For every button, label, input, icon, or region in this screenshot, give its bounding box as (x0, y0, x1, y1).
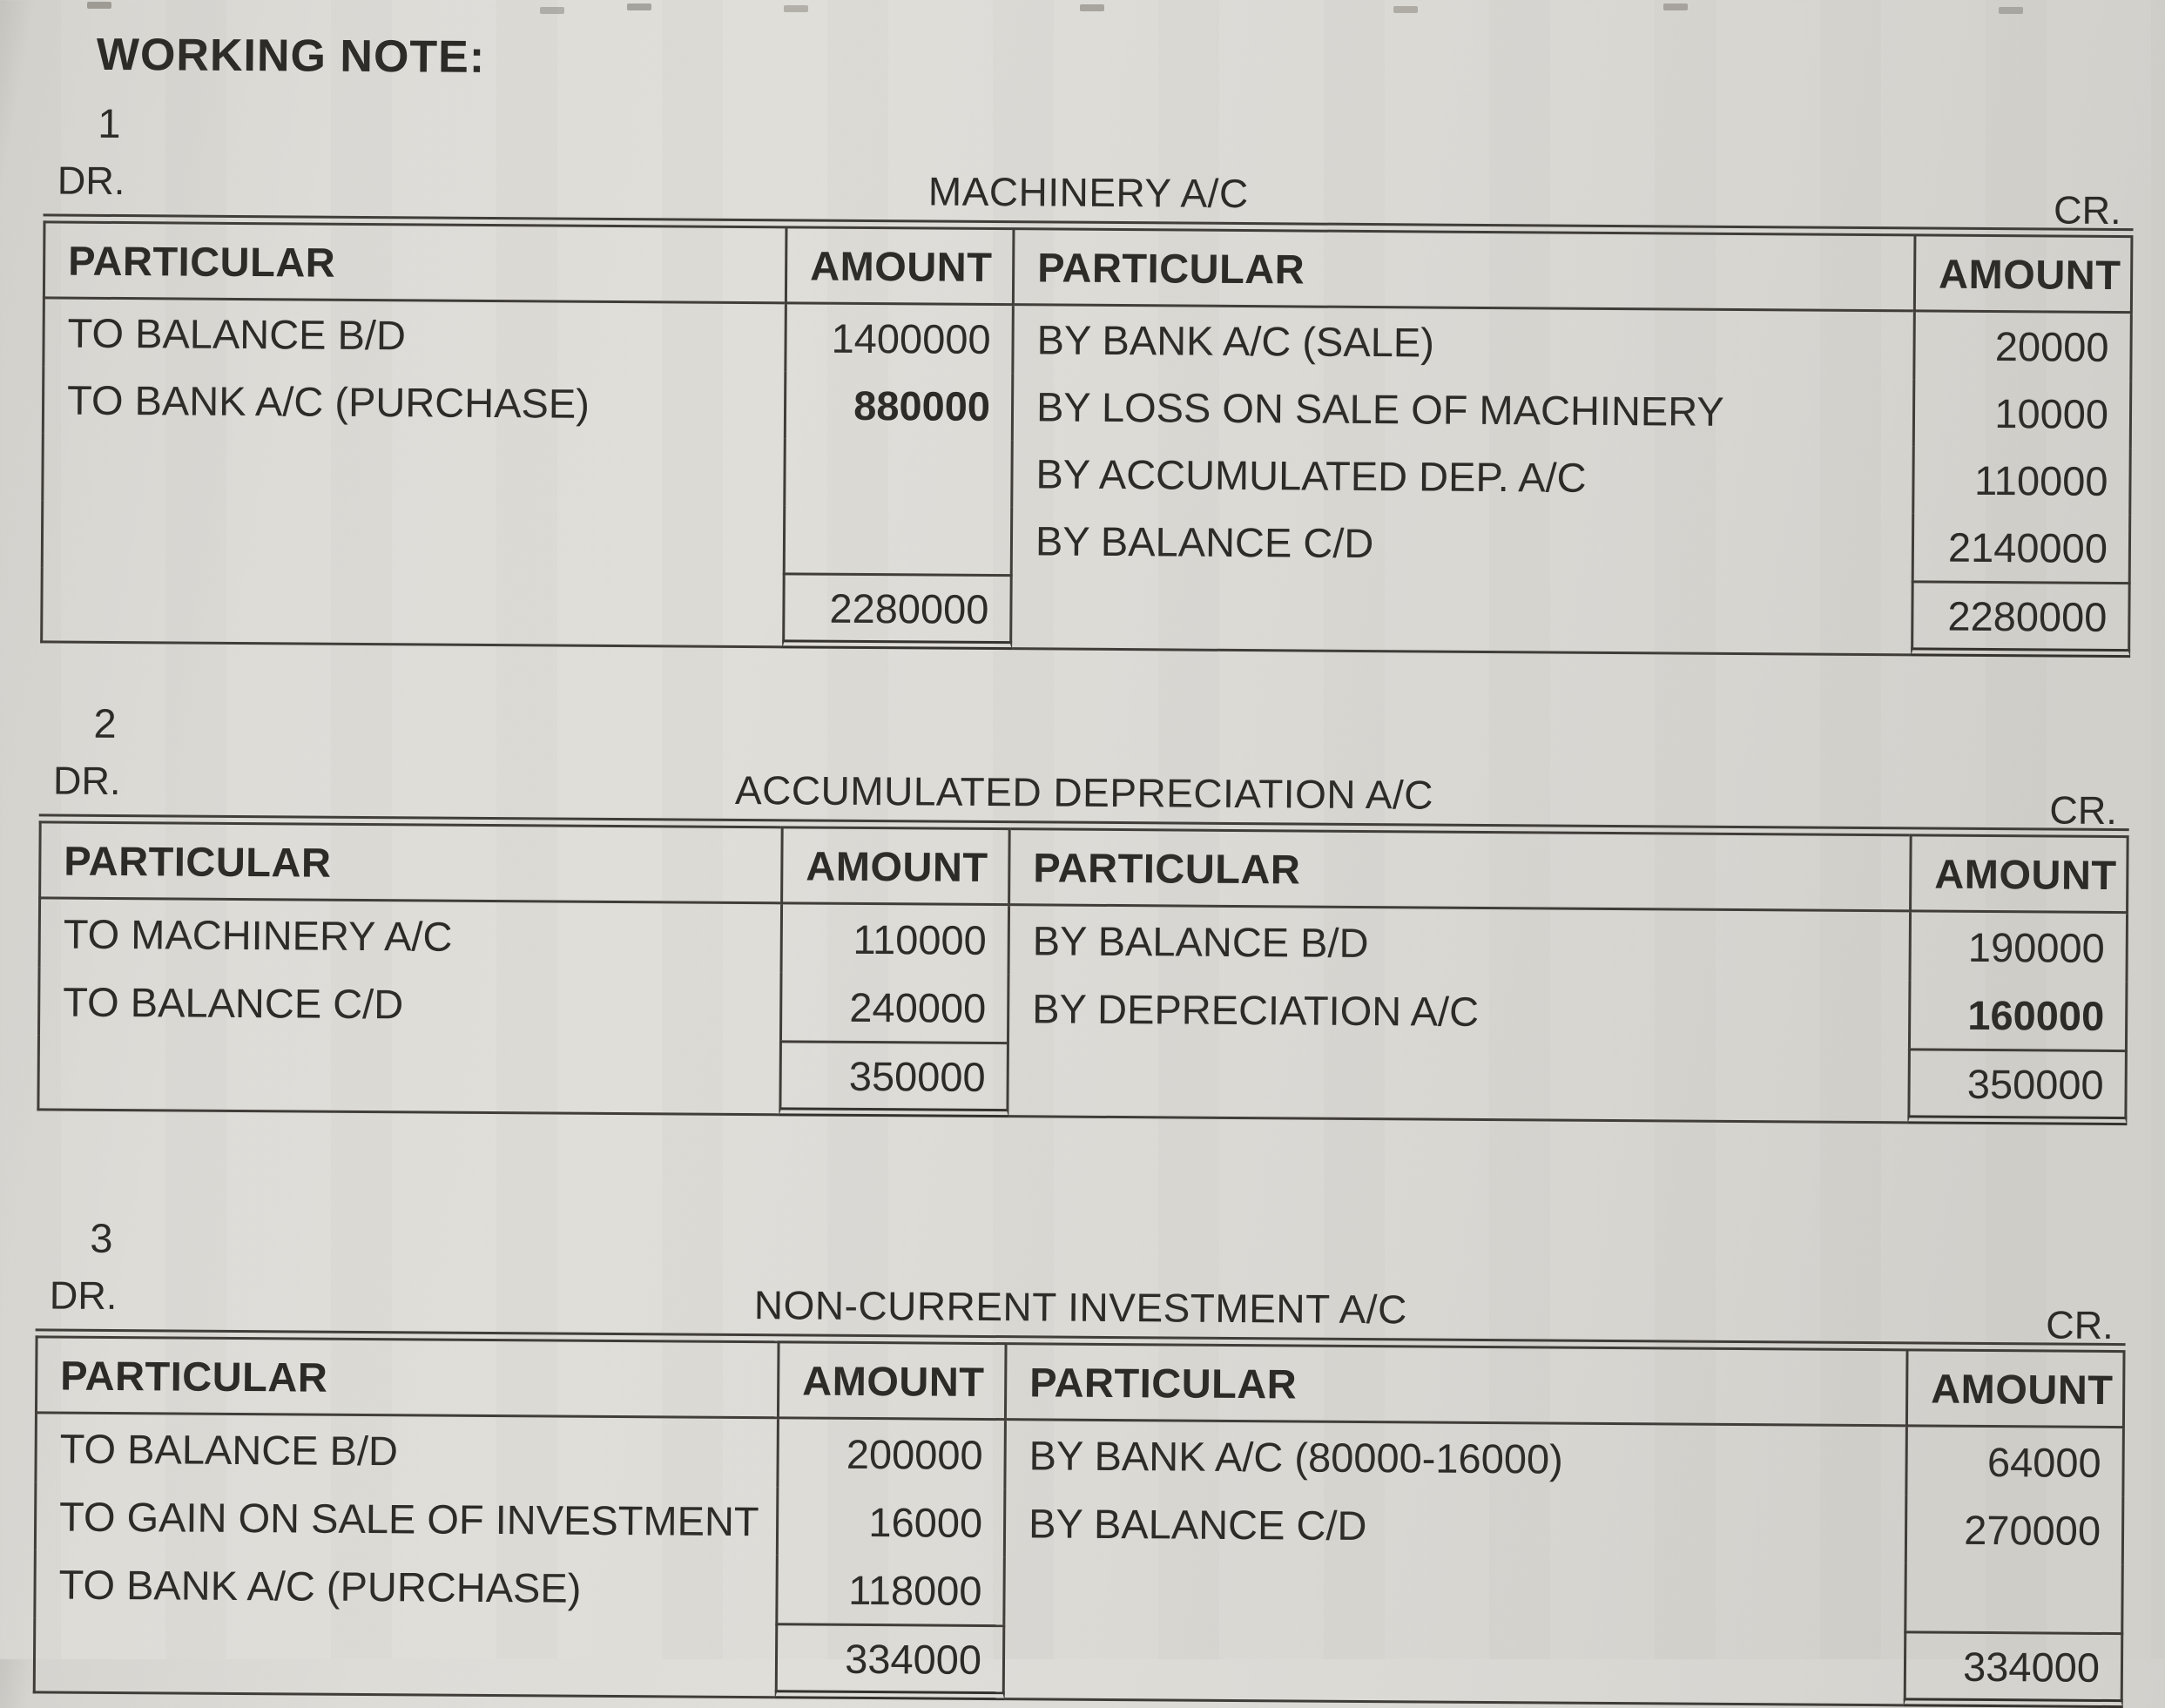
total-amount-debit: 334000 (774, 1623, 1006, 1701)
total-spacer (40, 567, 783, 649)
account-section-machinery: 1 DR. MACHINERY A/C CR. PARTICULAR AMOUN… (40, 100, 2134, 658)
total-amount-debit: 2280000 (782, 572, 1013, 651)
account-number: 3 (90, 1214, 113, 1261)
total-spacer (37, 1035, 779, 1117)
cell-amount-credit: 190000 (1908, 912, 2129, 982)
column-header-amount-debit: AMOUNT (780, 826, 1011, 907)
cell-particular-credit: BY LOSS ON SALE OF MACHINERY (1035, 383, 1724, 435)
total-spacer (1012, 574, 1912, 657)
cell-amount-debit: 118000 (775, 1555, 1006, 1625)
column-header-amount-credit: AMOUNT (1912, 233, 2134, 314)
account-section-non-current-investment: 3 DR. NON-CURRENT INVESTMENT A/C CR. PAR… (32, 1214, 2127, 1708)
scan-edge-artifacts (87, 2, 111, 9)
column-header-amount-debit: AMOUNT (776, 1340, 1008, 1421)
total-amount-credit: 334000 (1903, 1630, 2124, 1708)
cell-amount-credit: 270000 (1904, 1495, 2125, 1565)
column-header-amount-debit: AMOUNT (784, 226, 1015, 307)
cell-particular-debit: TO MACHINERY A/C (37, 899, 781, 973)
header-row: PARTICULAR AMOUNT PARTICULAR AMOUNT (42, 220, 2134, 314)
cell-particular-credit: BY BALANCE B/D (1032, 916, 1369, 966)
ledger-table-wrap: PARTICULAR AMOUNT PARTICULAR AMOUNT TO B… (32, 1328, 2126, 1708)
cell-amount-debit: 16000 (775, 1487, 1007, 1557)
total-row: 334000 334000 (32, 1617, 2124, 1708)
total-spacer (32, 1617, 776, 1699)
ledger-table-accumulated-depreciation: PARTICULAR AMOUNT PARTICULAR AMOUNT TO M… (37, 820, 2129, 1126)
cr-label: CR. (2053, 187, 2121, 233)
account-header: DR. ACCUMULATED DEPRECIATION A/C CR. (39, 758, 2129, 833)
cell-amount-debit: 240000 (779, 972, 1010, 1043)
account-section-accumulated-depreciation: 2 DR. ACCUMULATED DEPRECIATION A/C CR. P… (37, 699, 2129, 1126)
cr-label: CR. (2049, 787, 2118, 834)
cell-particular-credit: BY BANK A/C (SALE) (1036, 316, 1435, 366)
total-spacer (1008, 1042, 1908, 1124)
scanned-page: WORKING NOTE: 1 DR. MACHINERY A/C CR. PA… (32, 29, 2134, 1708)
account-title: ACCUMULATED DEPRECIATION A/C (734, 766, 1434, 818)
page-title: WORKING NOTE: (96, 29, 486, 83)
cell-amount-credit (1904, 1563, 2124, 1633)
total-row: 2280000 2280000 (40, 567, 2131, 658)
total-amount-credit: 350000 (1907, 1048, 2128, 1126)
cell-amount-credit: 20000 (1912, 312, 2133, 381)
cell-particular-debit: TO GAIN ON SALE OF INVESTMENT (33, 1482, 777, 1556)
cell-amount-debit: 200000 (776, 1419, 1007, 1489)
cell-particular-debit: TO BALANCE C/D (37, 967, 780, 1041)
account-header: DR. NON-CURRENT INVESTMENT A/C CR. (36, 1273, 2126, 1347)
cell-particular-debit: TO BALANCE B/D (34, 1414, 777, 1488)
column-header-particular-debit: PARTICULAR (34, 1335, 778, 1420)
cell-particular-debit: TO BALANCE B/D (42, 299, 785, 372)
cell-particular-debit (41, 433, 784, 506)
ledger-table-machinery: PARTICULAR AMOUNT PARTICULAR AMOUNT TO B… (40, 220, 2134, 658)
column-header-particular-credit: PARTICULAR (1014, 227, 1914, 313)
cell-amount-credit: 2140000 (1911, 513, 2132, 583)
total-spacer (1004, 1624, 1905, 1707)
column-header-amount-credit: AMOUNT (1909, 834, 2129, 915)
cell-amount-credit: 10000 (1912, 379, 2133, 449)
total-amount-credit: 2280000 (1911, 580, 2131, 658)
cell-particular-debit (40, 500, 784, 573)
account-number: 1 (98, 99, 121, 147)
cell-amount-debit (783, 438, 1014, 508)
total-amount-debit: 350000 (779, 1040, 1009, 1118)
cell-particular-credit: BY ACCUMULATED DEP. A/C (1035, 450, 1587, 501)
account-title: MACHINERY A/C (927, 168, 1249, 217)
ledger-table-wrap: PARTICULAR AMOUNT PARTICULAR AMOUNT TO M… (37, 813, 2129, 1126)
cell-particular-credit: BY DEPRECIATION A/C (1032, 984, 1480, 1035)
column-header-particular-credit: PARTICULAR (1010, 827, 1910, 913)
column-header-particular-debit: PARTICULAR (38, 820, 781, 905)
ledger-table-wrap: PARTICULAR AMOUNT PARTICULAR AMOUNT TO B… (40, 213, 2134, 658)
column-header-particular-debit: PARTICULAR (42, 220, 786, 305)
account-header: DR. MACHINERY A/C CR. (44, 158, 2134, 233)
cell-amount-debit: 110000 (779, 904, 1011, 975)
cell-amount-credit: 110000 (1912, 446, 2132, 516)
column-header-particular-credit: PARTICULAR (1006, 1342, 1906, 1428)
cell-particular-credit (1005, 1556, 1905, 1630)
cell-amount-credit: 160000 (1907, 980, 2128, 1050)
ledger-table-non-current-investment: PARTICULAR AMOUNT PARTICULAR AMOUNT TO B… (32, 1335, 2126, 1708)
cell-particular-debit: TO BANK A/C (PURCHASE) (41, 366, 785, 439)
column-header-amount-credit: AMOUNT (1905, 1348, 2126, 1429)
cell-amount-debit: 880000 (783, 371, 1015, 441)
header-row: PARTICULAR AMOUNT PARTICULAR AMOUNT (38, 820, 2129, 915)
cell-amount-debit: 1400000 (784, 304, 1015, 374)
cell-particular-credit: BY BALANCE C/D (1028, 1499, 1367, 1549)
cell-particular-credit: BY BANK A/C (80000-16000) (1029, 1431, 1563, 1482)
cell-particular-credit: BY BALANCE C/D (1035, 517, 1374, 567)
cell-particular-debit: TO BANK A/C (PURCHASE) (33, 1549, 776, 1624)
cr-label: CR. (2046, 1302, 2114, 1348)
account-title: NON-CURRENT INVESTMENT A/C (753, 1282, 1407, 1333)
account-number: 2 (93, 699, 117, 746)
total-row: 350000 350000 (37, 1035, 2128, 1126)
header-row: PARTICULAR AMOUNT PARTICULAR AMOUNT (34, 1335, 2126, 1429)
cell-amount-credit: 64000 (1905, 1427, 2125, 1497)
cell-amount-debit (782, 505, 1014, 575)
